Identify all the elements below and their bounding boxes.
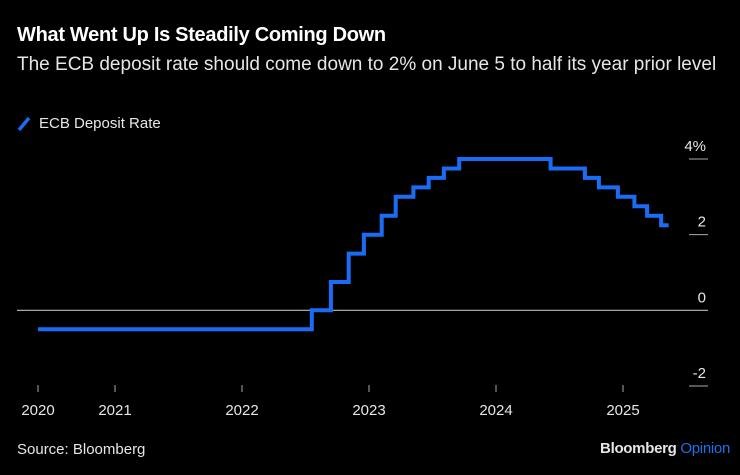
brand-name: Bloomberg [600, 440, 677, 457]
y-axis: 4% 2 0 -2 [684, 138, 708, 387]
x-tick-label: 2025 [606, 402, 639, 419]
chart-title: What Went Up Is Steadily Coming Down [17, 24, 386, 46]
legend: ECB Deposit Rate [17, 115, 161, 132]
legend-label: ECB Deposit Rate [39, 115, 161, 132]
brand-accent: Opinion [680, 440, 730, 457]
y-tick-label: 2 [698, 214, 706, 231]
x-tick-label: 2023 [352, 402, 385, 419]
x-tick-label: 2024 [479, 402, 512, 419]
legend-swatch-icon [17, 116, 31, 131]
x-tick-label: 2022 [225, 402, 258, 419]
series-line-ecb-deposit-rate [38, 157, 669, 332]
chart-subtitle: The ECB deposit rate should come down to… [17, 54, 717, 75]
brand-logo: Bloomberg Opinion [600, 440, 730, 457]
y-tick-label: -2 [693, 365, 706, 382]
source-note: Source: Bloomberg [17, 441, 146, 458]
x-axis: 2020 2021 2022 2023 2024 2025 [21, 385, 640, 419]
x-tick-label: 2020 [21, 402, 54, 419]
y-tick-label: 0 [698, 289, 706, 306]
x-tick-label: 2021 [98, 402, 131, 419]
y-tick-label: 4% [684, 138, 706, 155]
